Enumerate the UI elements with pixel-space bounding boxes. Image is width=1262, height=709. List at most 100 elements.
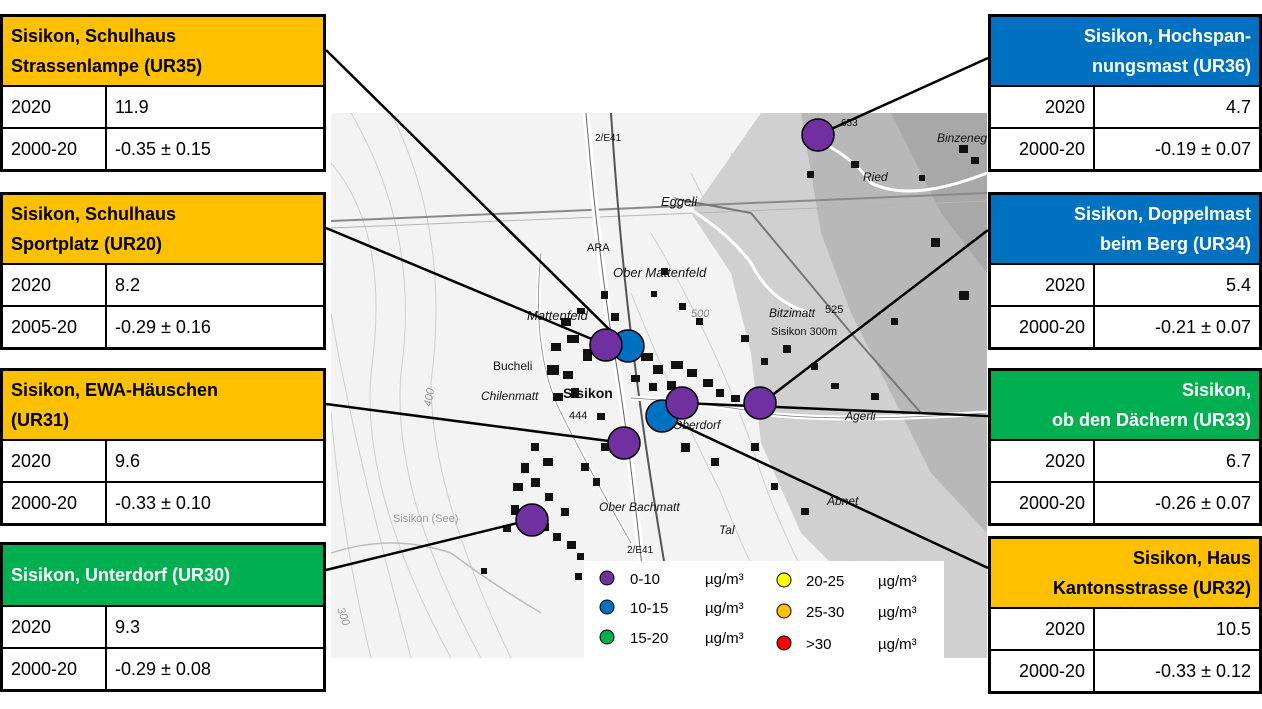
station-panel-ur20: Sisikon, Schulhaus Sportplatz (UR20) 202… [0,192,326,350]
table-row: 2000-20 -0.33 ± 0.12 [991,649,1259,691]
table-row: 2020 10.5 [991,609,1259,649]
table-row: 2020 5.4 [991,265,1259,305]
station-title-ur31: Sisikon, EWA-Häuschen (UR31) [3,371,323,441]
station-title-line: (UR31) [11,410,70,430]
value-cell: 10.5 [1215,619,1251,639]
table-row: 2020 4.7 [991,87,1259,127]
map-label-ober-bachmatt: Ober Bachmatt [599,500,680,514]
value-cell: 11.9 [115,97,149,117]
value-cell: -0.29 ± 0.08 [115,659,211,679]
map-label-oberdorf: Oberdorf [673,418,722,432]
map-label-ried: Ried [863,170,888,184]
table-row: 2000-20 -0.29 ± 0.08 [3,647,323,689]
map-label-tal: Tal [719,523,735,537]
station-title-ur32: Sisikon, Haus Kantonsstrasse (UR32) [991,539,1259,609]
period-cell: 2020 [3,441,107,481]
value-cell: -0.26 ± 0.07 [1155,493,1251,513]
station-title-line: Sisikon, Schulhaus [11,26,177,46]
period-cell: 2020 [3,265,107,305]
period-cell: 2020 [991,441,1095,481]
station-panel-ur33: Sisikon, ob den Dächern (UR33) 2020 6.7 … [988,368,1262,526]
period-cell: 2000-20 [3,483,107,523]
table-row: 2005-20 -0.29 ± 0.16 [3,305,323,347]
map-label-bitzimatt: Bitzimatt [769,306,816,320]
station-title-line: ob den Dächern (UR33) [1051,410,1251,430]
period-cell: 2005-20 [3,307,107,347]
map-label-ober-mattenfeld: Ober Mattenfeld [613,265,707,280]
map-label-mattenfeld: Mattenfeld [527,308,588,323]
map-label-elev-500: 500 [691,308,710,320]
station-title-ur20: Sisikon, Schulhaus Sportplatz (UR20) [3,195,323,265]
period-cell: 2020 [991,609,1095,649]
period-cell: 2020 [991,265,1095,305]
station-title-line: Sportplatz (UR20) [11,234,163,254]
map-label-bucheli: Bucheli [493,359,532,373]
station-title-line: Sisikon, [1181,380,1251,400]
period-cell: 2020 [991,87,1095,127]
map-label-sisikon: Sisikon [563,385,613,401]
value-cell: -0.29 ± 0.16 [115,317,211,337]
station-title-line: nungsmast (UR36) [1091,56,1251,76]
station-title-line: Strassenlampe (UR35) [11,56,203,76]
period-cell: 2020 [3,87,107,127]
map-label-road-bottom: 2/E41 [627,545,654,556]
table-row: 2020 11.9 [3,87,323,127]
value-cell: -0.33 ± 0.12 [1155,661,1251,681]
table-row: 2020 6.7 [991,441,1259,481]
period-cell: 2000-20 [3,649,107,689]
map-label-agerli: Ägerli [844,409,876,423]
value-cell: 6.7 [1225,451,1251,471]
map-label-ara: ARA [587,242,610,254]
table-row: 2020 9.3 [3,607,323,647]
value-cell: -0.35 ± 0.15 [115,139,211,159]
station-title-ur33: Sisikon, ob den Dächern (UR33) [991,371,1259,441]
table-row: 2020 8.2 [3,265,323,305]
station-title-line: Sisikon, Haus [1132,548,1251,568]
station-panel-ur30: Sisikon, Unterdorf (UR30) 2020 9.3 2000-… [0,542,326,692]
station-panel-ur31: Sisikon, EWA-Häuschen (UR31) 2020 9.6 20… [0,368,326,526]
station-title-ur34: Sisikon, Doppelmast beim Berg (UR34) [991,195,1259,265]
period-cell: 2000-20 [991,129,1095,169]
station-title-line: Sisikon, EWA-Häuschen [11,380,219,400]
station-panel-ur35: Sisikon, Schulhaus Strassenlampe (UR35) … [0,14,326,172]
station-title-ur30: Sisikon, Unterdorf (UR30) [3,545,323,607]
station-title-line: beim Berg (UR34) [1099,234,1251,254]
station-title-line: Sisikon, Hochspan- [1083,26,1251,46]
station-panel-ur36: Sisikon, Hochspan- nungsmast (UR36) 2020… [988,14,1262,172]
value-cell: 8.2 [115,275,141,295]
map-label-elev-525: 525 [825,304,843,316]
table-row: 2000-20 -0.26 ± 0.07 [991,481,1259,523]
map-label-eggeli: Eggeli [661,194,698,209]
table-row: 2000-20 -0.35 ± 0.15 [3,127,323,169]
map-label-sisikon-see: Sisikon (See) [393,513,458,525]
map-label-sisikon-300: Sisikon 300m [771,326,837,338]
period-cell: 2000-20 [991,651,1095,691]
table-row: 2020 9.6 [3,441,323,481]
value-cell: -0.33 ± 0.10 [115,493,211,513]
value-cell: 4.7 [1225,97,1251,117]
topographic-map: 2/E41 Eggeli ARA Ober Mattenfeld Mattenf… [331,113,987,658]
table-row: 2000-20 -0.33 ± 0.10 [3,481,323,523]
table-row: 2000-20 -0.19 ± 0.07 [991,127,1259,169]
station-title-ur35: Sisikon, Schulhaus Strassenlampe (UR35) [3,17,323,87]
station-panel-ur34: Sisikon, Doppelmast beim Berg (UR34) 202… [988,192,1262,350]
period-cell: 2000-20 [3,129,107,169]
station-title-line: Kantonsstrasse (UR32) [1052,578,1251,598]
station-title-line: Sisikon, Unterdorf (UR30) [11,565,231,585]
map-label-elev-444: 444 [569,410,587,422]
map-label-abnet: Abnet [826,494,859,508]
table-row: 2000-20 -0.21 ± 0.07 [991,305,1259,347]
map-label-chilenmatt: Chilenmatt [481,389,539,403]
value-cell: 9.6 [115,451,141,471]
map-label-elev-653: 653 [841,118,858,129]
station-title-ur36: Sisikon, Hochspan- nungsmast (UR36) [991,17,1259,87]
map-label-road-top: 2/E41 [595,133,622,144]
period-cell: 2020 [3,607,107,647]
station-title-line: Sisikon, Schulhaus [11,204,177,224]
value-cell: 9.3 [115,617,141,637]
value-cell: 5.4 [1225,275,1251,295]
period-cell: 2000-20 [991,483,1095,523]
station-panel-ur32: Sisikon, Haus Kantonsstrasse (UR32) 2020… [988,536,1262,694]
value-cell: -0.21 ± 0.07 [1155,317,1251,337]
station-title-line: Sisikon, Doppelmast [1073,204,1251,224]
